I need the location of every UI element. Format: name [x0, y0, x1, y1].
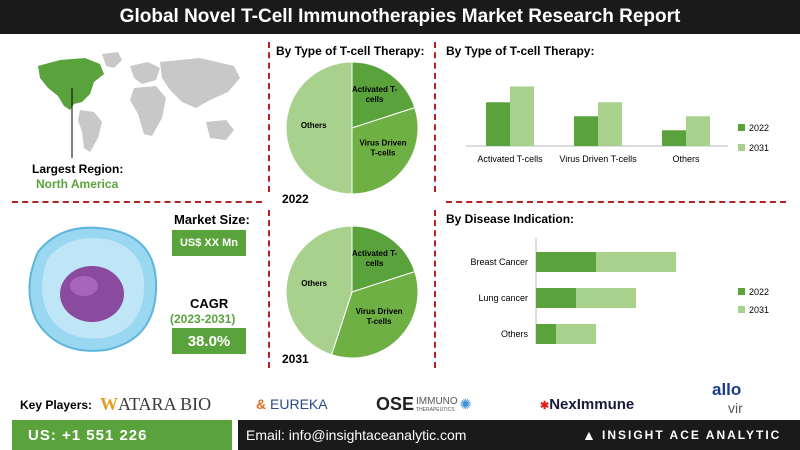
largest-region-label: Largest Region:	[32, 162, 124, 176]
cagr-period: (2023-2031)	[170, 312, 236, 326]
legend-label: 2031	[749, 143, 769, 153]
y-tick-label: Breast Cancer	[470, 257, 528, 267]
logo-atara-mark: W	[100, 394, 118, 414]
t-cell-illustration	[28, 226, 158, 352]
bar-2022	[536, 324, 556, 344]
logo-eureka: & EUREKA	[256, 396, 328, 412]
map-south-america	[78, 110, 102, 152]
divider-h-left	[12, 201, 262, 203]
divider-h-right	[446, 201, 786, 203]
map-africa	[130, 86, 166, 136]
x-tick-label: Activated T-cells	[477, 154, 543, 164]
pie-slice-label: Virus Driven T-cells	[356, 307, 403, 326]
cagr-value: 38.0%	[172, 328, 246, 354]
pie-slice	[330, 270, 419, 359]
legend-label: 2022	[749, 287, 769, 297]
footer-brand: ▲ INSIGHT ACE ANALYTIC	[572, 420, 800, 450]
pie-year-2031: 2031	[282, 352, 309, 366]
bar-2031	[556, 324, 596, 344]
divider-left	[268, 42, 270, 192]
market-size-value: US$ XX Mn	[172, 230, 246, 256]
bar-2022	[536, 288, 576, 308]
x-tick-label: Virus Driven T-cells	[559, 154, 637, 164]
bar-chart-disease-indication: Breast Cancer Lung cancer Others 2022 2031	[470, 238, 769, 344]
bar-chart-title: By Type of T-cell Therapy:	[446, 44, 595, 58]
legend-swatch	[738, 306, 745, 313]
market-size-label: Market Size:	[174, 212, 250, 227]
bar-2031	[686, 116, 710, 146]
cagr-label: CAGR	[190, 296, 229, 311]
footer-email: Email: info@insightaceanalytic.com	[238, 420, 572, 450]
logo-neximmune-mark: ✱	[540, 400, 550, 412]
pie-chart-2031: Activated T-cells Virus Driven T-cells Othe…	[285, 225, 419, 359]
bar-chart-therapy-type: Activated T-cells Virus Driven T-cells Oth…	[466, 86, 769, 164]
x-tick-label: Others	[672, 154, 700, 164]
pie-slice	[285, 225, 353, 356]
legend-swatch	[738, 144, 745, 151]
logo-neximmune: ✱NexImmune	[540, 396, 635, 413]
pie-slice	[351, 106, 419, 195]
logo-atara-bio: WATARA BIO	[100, 394, 212, 414]
pie-slice-label: Activated T-cells	[352, 249, 398, 268]
map-north-america	[38, 58, 104, 110]
y-tick-label: Lung cancer	[478, 293, 528, 303]
legend-swatch	[738, 124, 745, 131]
pie-slice-label: Virus Driven T-cells	[359, 139, 406, 158]
pie-slice	[351, 225, 416, 293]
key-players-label: Key Players:	[20, 398, 93, 412]
pie-slice-label: Others	[301, 121, 327, 130]
divider-left-lower	[268, 210, 270, 368]
bar-2031	[596, 252, 676, 272]
divider-mid	[434, 42, 436, 192]
bar-2022	[486, 102, 510, 146]
hbar-chart-title: By Disease Indication:	[446, 212, 575, 226]
divider-mid-lower	[434, 210, 436, 368]
bar-2031	[510, 86, 534, 146]
map-australia	[206, 120, 234, 140]
bar-2031	[598, 102, 622, 146]
map-asia	[160, 58, 240, 108]
bar-2031	[576, 288, 636, 308]
largest-region-value: North America	[36, 177, 119, 191]
brand-icon: ▲	[582, 427, 598, 443]
logo-ose: OSE IMMUNO THERAPEUTICS ✺	[376, 394, 472, 414]
pie-year-2022: 2022	[282, 192, 309, 206]
pie-slice-label: Activated T-cells	[352, 85, 398, 104]
bar-2022	[574, 116, 598, 146]
logo-allovir: allo vir	[712, 380, 743, 416]
pie-chart-title: By Type of T-cell Therapy:	[276, 44, 425, 58]
legend-label: 2031	[749, 305, 769, 315]
bar-2022	[662, 130, 686, 146]
legend-swatch	[738, 288, 745, 295]
pie-slice-label: Others	[301, 279, 327, 288]
logo-eureka-mark: &	[256, 396, 267, 412]
legend-label: 2022	[749, 123, 769, 133]
pie-chart-2022: Activated T-cells Virus Driven T-cells Othe…	[285, 61, 419, 195]
pie-slice	[351, 61, 416, 129]
page-title: Global Novel T-Cell Immunotherapies Mark…	[0, 0, 800, 34]
world-map	[38, 52, 240, 158]
map-greenland	[102, 52, 122, 68]
footer-phone: US: +1 551 226	[12, 420, 232, 450]
logo-ose-mark: ✺	[459, 396, 472, 412]
y-tick-label: Others	[501, 329, 529, 339]
bar-2022	[536, 252, 596, 272]
map-europe	[130, 62, 160, 84]
pie-slice	[285, 61, 353, 195]
